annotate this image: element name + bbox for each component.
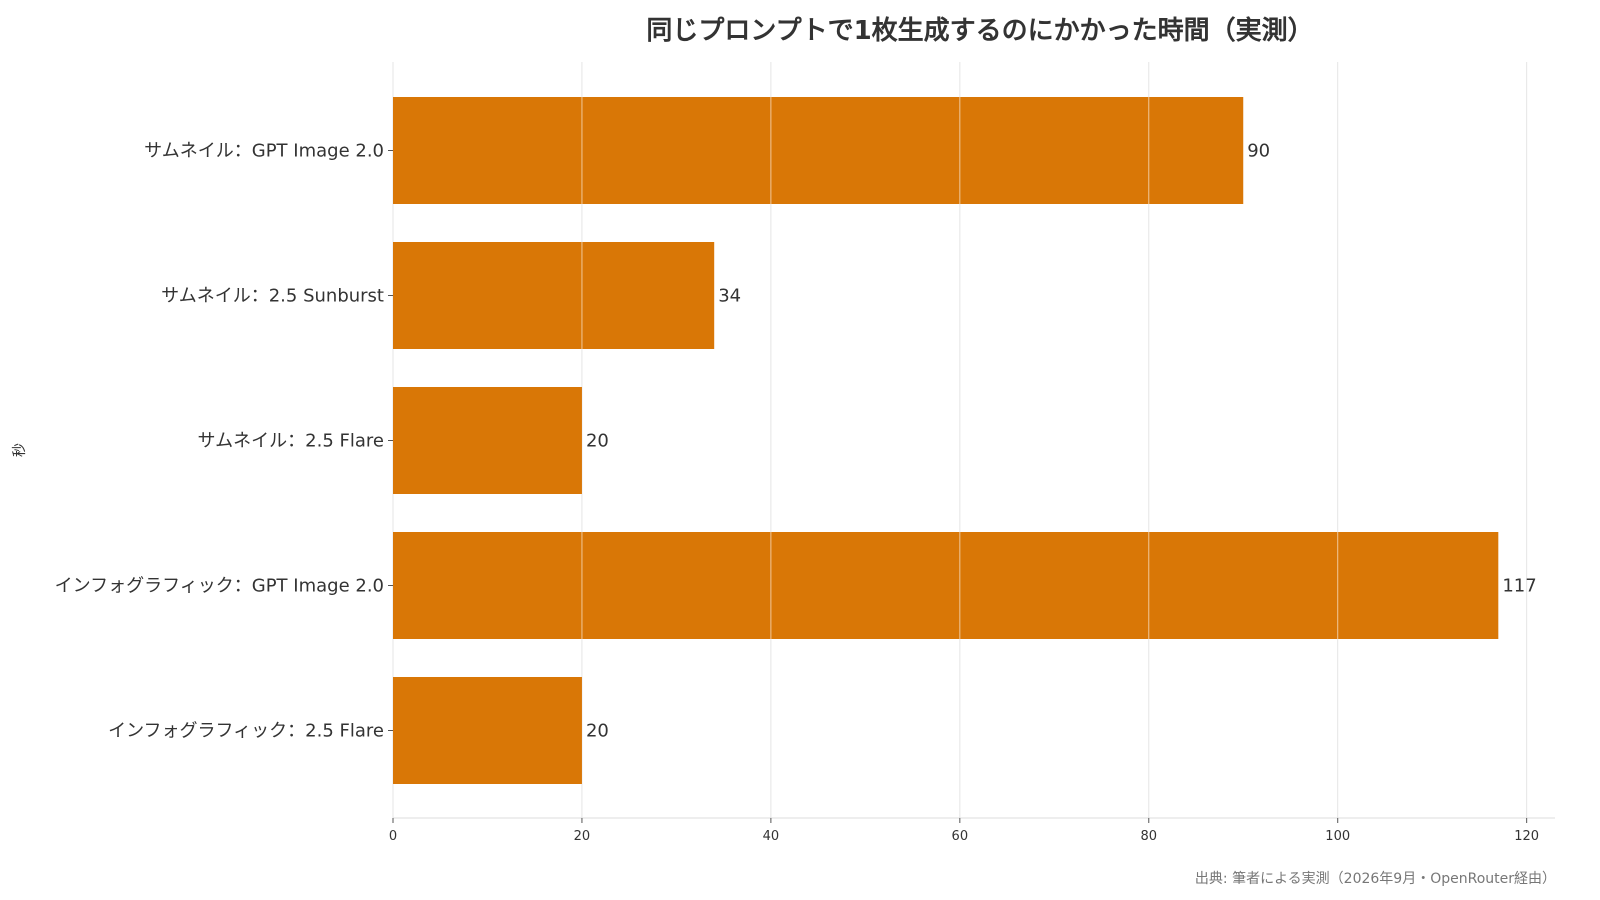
data-label: 34 [718,286,741,307]
bar [393,97,1244,204]
x-tick-label: 0 [389,829,397,844]
category-label: サムネイル：2.5 Flare [198,431,384,452]
category-label: サムネイル：2.5 Sunburst [161,286,384,307]
data-label: 90 [1247,141,1270,162]
category-label: インフォグラフィック：GPT Image 2.0 [55,576,384,597]
data-label: 117 [1502,576,1536,597]
category-label: インフォグラフィック：2.5 Flare [108,721,384,742]
source-note: 出典: 筆者による実測（2026年9月・OpenRouter経由） [1194,871,1556,887]
x-tick-label: 100 [1325,829,1350,844]
x-tick-label: 60 [952,829,969,844]
x-tick-label: 40 [763,829,780,844]
chart-title: 同じプロンプトで1枚生成するのにかかった時間（実測） [646,16,1314,46]
bar [393,242,715,349]
bar [393,677,582,784]
data-label: 20 [586,721,609,742]
x-tick-label: 120 [1514,829,1539,844]
category-label: サムネイル：GPT Image 2.0 [144,141,384,162]
x-tick-label: 20 [574,829,591,844]
x-tick-label: 80 [1140,829,1157,844]
bar [393,532,1499,639]
bar [393,387,582,494]
data-label: 20 [586,431,609,452]
